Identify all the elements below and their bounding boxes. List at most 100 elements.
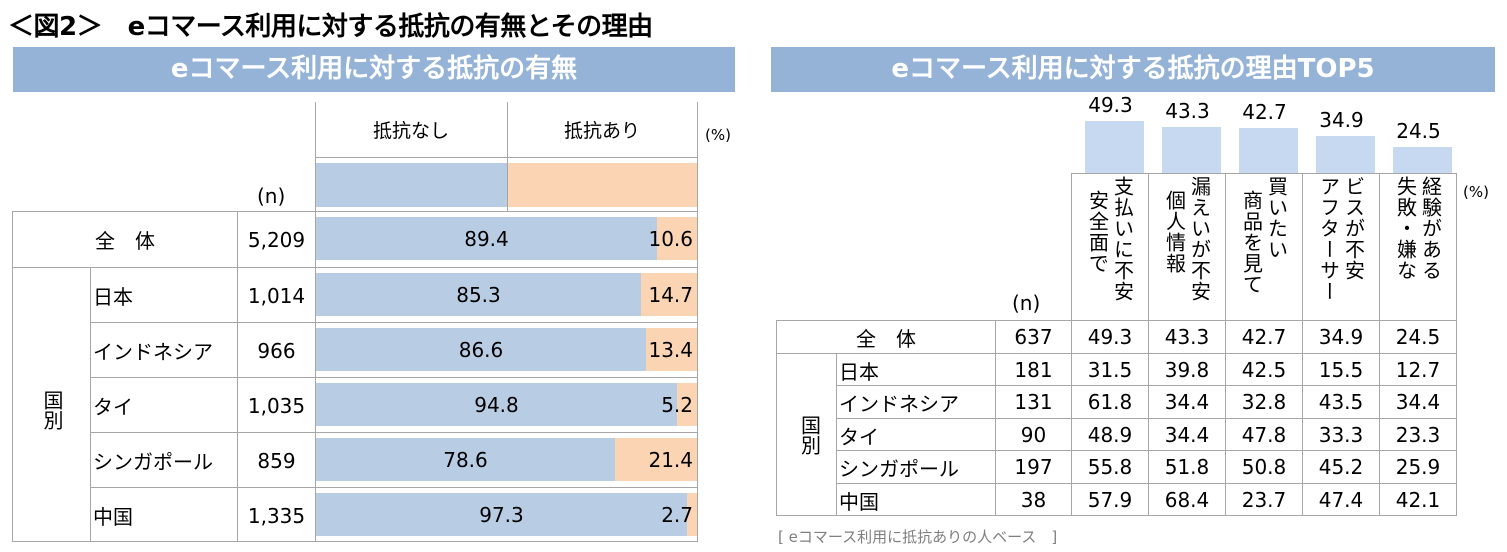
reason-header-line2: 買いたい: [1264, 176, 1289, 260]
reason-header-line2: 漏えいが不安: [1187, 176, 1212, 302]
row-label: 日本: [93, 285, 133, 309]
grid-line: [315, 211, 316, 542]
bar-no-resistance: 94.8: [316, 383, 677, 426]
bar-value-label: 78.6: [443, 447, 488, 472]
reason-column-header: 安全面で 支払いに不安: [1073, 176, 1146, 318]
reason-bar: [1162, 127, 1221, 173]
table-cell-value: 12.7: [1395, 358, 1441, 382]
left-n-label: (n): [257, 184, 286, 208]
table-cell-value: 51.8: [1164, 455, 1210, 479]
grid-line: [315, 157, 698, 158]
table-cell-value: 55.8: [1087, 455, 1133, 479]
reason-bar-value-label: 24.5: [1396, 119, 1441, 143]
table-cell-value: 23.3: [1395, 423, 1441, 447]
left-banner: eコマース利用に対する抵抗の有無: [13, 47, 735, 92]
row-label: 中国: [839, 489, 879, 514]
reason-bar-value-label: 34.9: [1319, 108, 1364, 132]
row-n: 5,209: [247, 227, 306, 252]
table-cell-value: 42.1: [1395, 488, 1441, 512]
left-group-label: 国別: [40, 390, 64, 430]
bar-no-resistance: 86.6: [316, 328, 646, 371]
bar-no-resistance: 97.3: [316, 493, 687, 536]
reason-bar: [1393, 147, 1452, 173]
reason-bar: [1316, 136, 1375, 173]
table-cell-value: 42.7: [1241, 325, 1287, 349]
row-n: 131: [1014, 390, 1053, 414]
table-cell-value: 39.8: [1164, 358, 1210, 382]
row-n: 1,035: [247, 393, 306, 418]
bar-resistance: [677, 383, 697, 426]
reason-bar: [1239, 128, 1298, 173]
table-cell-value: 68.4: [1164, 488, 1210, 512]
bar-value-label: 97.3: [479, 502, 524, 527]
table-cell-value: 34.4: [1395, 390, 1441, 414]
grid-line: [836, 450, 1457, 451]
table-cell-value: 15.5: [1318, 358, 1364, 382]
grid-line: [1071, 173, 1072, 516]
grid-line: [1302, 173, 1303, 516]
table-cell-value: 49.3: [1087, 325, 1133, 349]
bar-value-label: 2.7: [661, 502, 693, 527]
legend-no-resistance-swatch: [315, 163, 507, 207]
grid-line: [90, 267, 91, 542]
row-label: シンガポール: [839, 456, 959, 481]
table-cell-value: 33.3: [1318, 423, 1364, 447]
grid-line: [90, 432, 698, 433]
table-cell-value: 34.9: [1318, 325, 1364, 349]
grid-line: [995, 320, 996, 516]
reason-header-line2: ビスが不安: [1341, 176, 1366, 281]
grid-line: [90, 377, 698, 378]
reason-column-header: 商品を見て 買いたい: [1227, 176, 1300, 318]
legend-no-resistance-label: 抵抗なし: [372, 120, 449, 142]
grid-line: [776, 515, 1457, 516]
right-banner: eコマース利用に対する抵抗の理由TOP5: [771, 47, 1495, 92]
grid-line: [12, 541, 698, 542]
table-cell-value: 48.9: [1087, 423, 1133, 447]
row-n: 637: [1014, 325, 1053, 349]
table-cell-value: 61.8: [1087, 390, 1133, 414]
table-cell-value: 47.8: [1241, 423, 1287, 447]
row-label: 中国: [93, 505, 133, 529]
grid-line: [12, 211, 13, 542]
figure-title: ＜図2＞ eコマース利用に対する抵抗の有無とその理由: [8, 12, 653, 42]
bar-value-label: 89.4: [464, 226, 509, 251]
table-cell-value: 43.5: [1318, 390, 1364, 414]
table-cell-value: 50.8: [1241, 455, 1287, 479]
grid-line: [237, 211, 238, 542]
row-n: 1,335: [247, 503, 306, 528]
table-cell-value: 32.8: [1241, 390, 1287, 414]
grid-line: [1379, 173, 1380, 516]
grid-line: [776, 353, 1457, 354]
row-label: 日本: [839, 359, 879, 384]
grid-line: [836, 418, 1457, 419]
grid-line: [1456, 173, 1457, 516]
table-cell-value: 31.5: [1087, 358, 1133, 382]
table-cell-value: 43.3: [1164, 325, 1210, 349]
bar-value-label: 5.2: [661, 392, 693, 417]
bar-value-label: 14.7: [648, 282, 693, 307]
grid-line: [697, 211, 698, 542]
bar-value-label: 94.8: [474, 392, 519, 417]
reason-header-line1: 個人情報: [1162, 190, 1187, 274]
bar-value-label: 85.3: [456, 282, 501, 307]
right-footnote: [ eコマース利用に抵抗ありの人ベース ]: [778, 528, 1058, 546]
reason-column-header: アフターサー ビスが不安: [1304, 176, 1377, 318]
grid-line: [836, 385, 1457, 386]
bar-resistance: [646, 328, 697, 371]
grid-line: [90, 487, 698, 488]
table-cell-value: 47.4: [1318, 488, 1364, 512]
row-n: 38: [1020, 488, 1047, 512]
row-label: 全 体: [856, 326, 916, 351]
bar-no-resistance: 85.3: [316, 273, 641, 316]
reason-header-line2: 経験がある: [1418, 176, 1443, 281]
row-label: シンガポール: [93, 450, 213, 474]
table-cell-value: 25.9: [1395, 455, 1441, 479]
reason-column-header: 失敗・嫌な 経験がある: [1381, 176, 1454, 318]
grid-line: [776, 320, 1457, 321]
table-cell-value: 42.5: [1241, 358, 1287, 382]
grid-line: [776, 320, 777, 516]
bar-resistance: [687, 493, 697, 536]
grid-line: [12, 267, 698, 268]
reason-header-line2: 支払いに不安: [1110, 176, 1135, 302]
reason-header-line1: 安全面で: [1085, 190, 1110, 274]
